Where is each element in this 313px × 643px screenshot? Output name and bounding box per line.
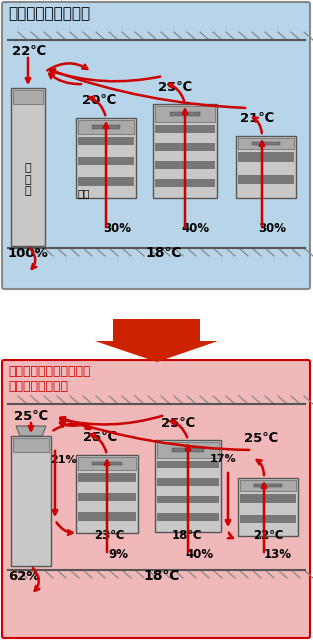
Text: 13%: 13% [264, 548, 292, 561]
Bar [92, 462, 122, 466]
Bar [76, 118, 136, 198]
Bar [78, 120, 134, 134]
Bar [78, 512, 136, 521]
Text: 18℃: 18℃ [143, 569, 179, 583]
Bar [155, 161, 215, 169]
Bar [254, 484, 282, 487]
Text: 20℃: 20℃ [82, 94, 116, 107]
Bar [172, 448, 204, 451]
Text: 40%: 40% [181, 222, 209, 235]
Text: 30%: 30% [258, 222, 286, 235]
Text: 9%: 9% [108, 548, 128, 561]
Text: 100%: 100% [8, 247, 49, 260]
Text: 30%: 30% [103, 222, 131, 235]
Bar [238, 138, 294, 149]
Text: 18℃: 18℃ [145, 246, 181, 260]
Bar [155, 143, 215, 151]
Bar [13, 90, 43, 104]
Text: 40%: 40% [185, 548, 213, 561]
Text: 空
調
機: 空 調 機 [25, 163, 31, 196]
Bar [157, 513, 219, 521]
Bar [78, 457, 136, 470]
Bar [157, 478, 219, 486]
Bar [240, 514, 296, 523]
Bar [238, 174, 294, 185]
Bar [238, 152, 294, 162]
Bar [155, 440, 221, 532]
Bar [157, 496, 219, 503]
Bar [240, 480, 296, 491]
Text: 21%: 21% [50, 455, 77, 465]
Polygon shape [95, 319, 218, 362]
Text: 21℃: 21℃ [240, 112, 274, 125]
Bar [153, 104, 217, 198]
FancyBboxPatch shape [2, 360, 310, 638]
Bar [92, 125, 120, 129]
Bar [11, 88, 45, 246]
Text: 装置: 装置 [78, 188, 90, 198]
Text: 効率空調システム: 効率空調システム [8, 380, 68, 393]
Bar [238, 478, 298, 536]
Text: 25℃: 25℃ [14, 410, 48, 423]
Bar [170, 113, 200, 116]
Bar [78, 157, 134, 165]
Text: 25℃: 25℃ [161, 417, 195, 430]
Bar [11, 436, 51, 566]
Bar [157, 442, 219, 458]
Bar [155, 106, 215, 122]
Text: 18℃: 18℃ [172, 529, 203, 542]
Text: 25℃: 25℃ [158, 81, 192, 94]
Polygon shape [16, 426, 46, 436]
Text: コンピュータールーム用: コンピュータールーム用 [8, 365, 90, 378]
Bar [78, 136, 134, 145]
Text: 17%: 17% [210, 454, 237, 464]
Text: 25℃: 25℃ [244, 432, 278, 445]
Text: 22℃: 22℃ [253, 529, 284, 542]
Bar [236, 136, 296, 198]
Text: 23℃: 23℃ [94, 529, 125, 542]
Bar [240, 494, 296, 503]
Bar [155, 179, 215, 187]
Bar [78, 473, 136, 482]
Bar [157, 460, 219, 468]
Bar [252, 141, 280, 145]
Bar [76, 455, 138, 533]
Bar [78, 493, 136, 502]
FancyBboxPatch shape [2, 2, 310, 289]
Bar [78, 177, 134, 186]
Text: 従来の空調システム: 従来の空調システム [8, 6, 90, 21]
Text: 25℃: 25℃ [83, 431, 117, 444]
Text: 22℃: 22℃ [12, 45, 46, 58]
Bar [13, 438, 49, 452]
Text: 62%: 62% [8, 570, 39, 583]
Bar [155, 125, 215, 133]
